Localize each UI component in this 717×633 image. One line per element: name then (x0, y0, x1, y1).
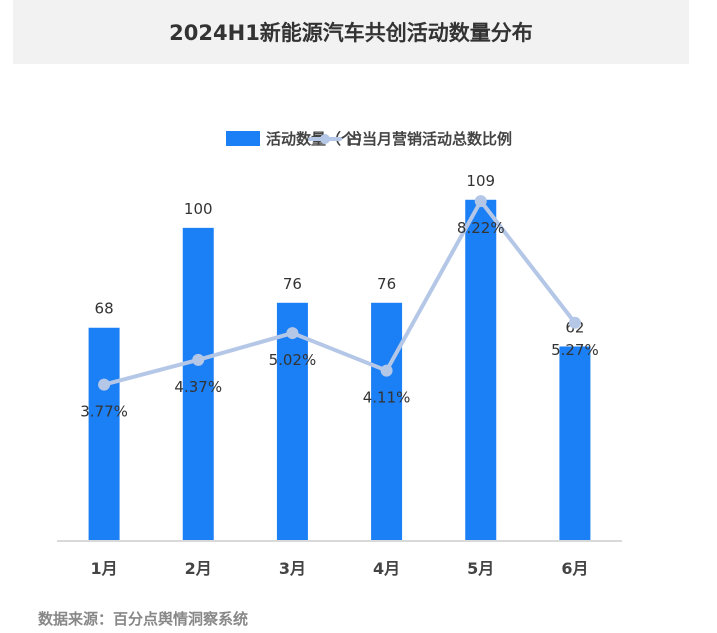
data-source: 数据来源：百分点舆情洞察系统 (38, 610, 249, 628)
bar-4 (371, 302, 403, 540)
x-tick-label: 2月 (185, 559, 212, 578)
bar-3 (276, 302, 308, 540)
bar-5 (465, 199, 497, 540)
ratio-value-label: 4.37% (174, 378, 222, 396)
ratio-point-5 (474, 195, 487, 208)
ratio-value-label: 8.22% (457, 219, 505, 237)
ratio-value-label: 4.11% (363, 389, 411, 407)
legend-line-label: 占当月营销活动总数比例 (347, 130, 513, 148)
ratio-point-6 (568, 316, 581, 329)
bar-value-label: 76 (377, 275, 396, 293)
ratio-point-1 (98, 378, 111, 391)
ratio-line (103, 199, 577, 387)
ratio-value-label: 5.27% (551, 341, 599, 359)
bar-1 (88, 327, 120, 540)
ratio-value-label: 3.77% (80, 403, 128, 421)
ratio-point-3 (286, 327, 299, 340)
legend-line-swatch (308, 131, 342, 146)
bar-value-label: 109 (466, 172, 495, 190)
legend-bar-swatch (226, 131, 260, 146)
bar-value-label: 100 (184, 200, 213, 218)
bar-value-label: 68 (95, 300, 114, 318)
ratio-value-label: 5.02% (269, 351, 317, 369)
bar-value-label: 76 (283, 275, 302, 293)
x-tick-label: 6月 (561, 559, 588, 578)
x-tick-label: 1月 (91, 559, 118, 578)
ratio-point-4 (380, 364, 393, 377)
bar-6 (559, 346, 591, 540)
legend-item-line: 占当月营销活动总数比例 (308, 128, 512, 149)
chart-title: 2024H1新能源汽车共创活动数量分布 (169, 21, 533, 45)
ratio-point-2 (192, 353, 205, 366)
x-tick-label: 5月 (467, 559, 494, 578)
bar-2 (182, 227, 214, 540)
title-banner: 2024H1新能源汽车共创活动数量分布 (13, 0, 689, 64)
x-tick-label: 3月 (279, 559, 306, 578)
x-tick-label: 4月 (373, 559, 400, 578)
